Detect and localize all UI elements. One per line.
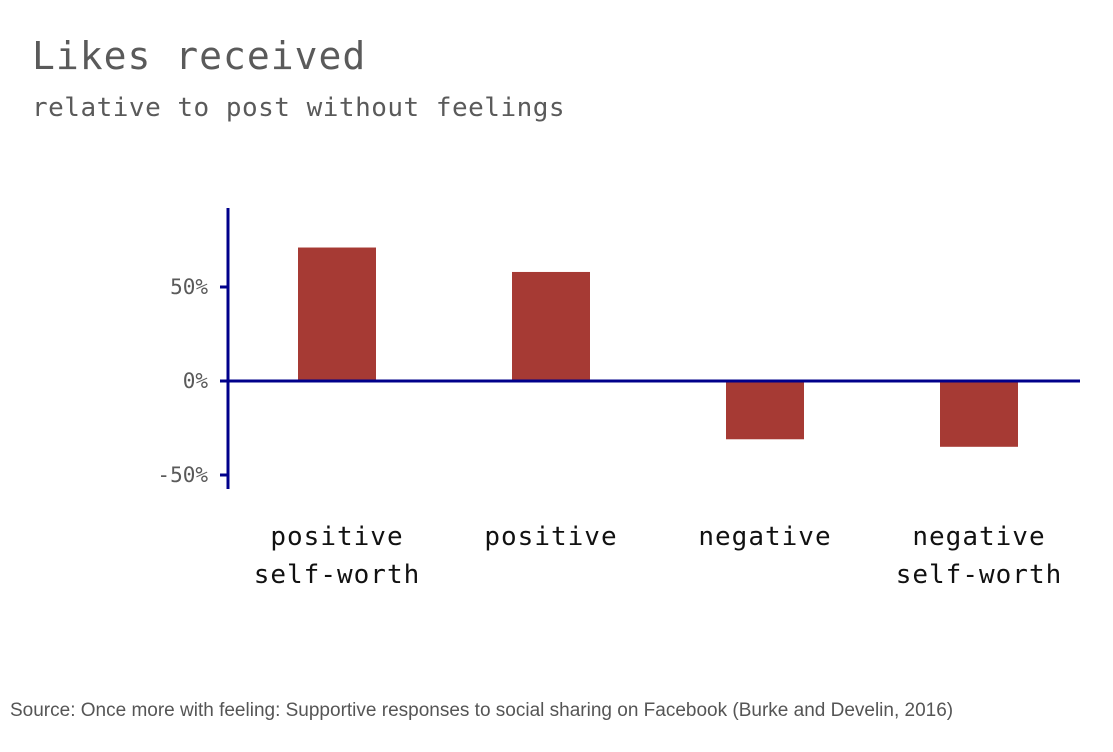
category-label: positive [270, 522, 403, 552]
axes-group [226, 208, 1080, 489]
bar [512, 271, 590, 381]
category-label: positive [484, 522, 617, 552]
category-label: self-worth [254, 560, 421, 590]
category-labels-group: positive self-worth positive negative negati… [254, 522, 1063, 590]
category-label: negative [912, 522, 1045, 552]
bar [726, 381, 804, 440]
category-label: negative [698, 522, 831, 552]
bar [298, 247, 376, 381]
y-ticks-group: 50% 0% -50% [157, 275, 228, 487]
chart-subtitle: relative to post without feelings [32, 93, 566, 123]
y-tick-label: -50% [157, 463, 208, 487]
bar [940, 381, 1018, 447]
y-tick-label: 50% [170, 275, 208, 299]
category-label: self-worth [896, 560, 1063, 590]
chart-title: Likes received [32, 34, 367, 78]
bars-group [298, 247, 1018, 447]
source-note: Source: Once more with feeling: Supporti… [10, 700, 954, 721]
y-tick-label: 0% [183, 369, 209, 393]
